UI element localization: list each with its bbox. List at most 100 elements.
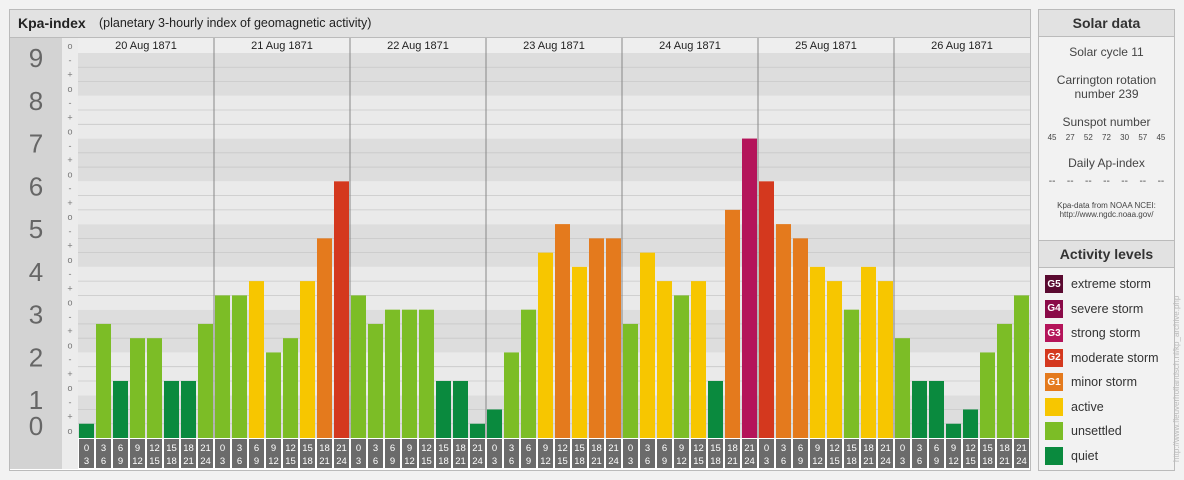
activity-level-label: strong storm xyxy=(1071,326,1141,341)
kp-bar xyxy=(436,380,451,438)
band-stripe xyxy=(78,53,1030,96)
y-subtick-label: o xyxy=(67,84,72,94)
kp-bar xyxy=(470,423,485,438)
kp-bar xyxy=(980,352,995,438)
interval-cell xyxy=(844,439,859,468)
interval-cell xyxy=(997,439,1012,468)
sunspot-value: 45 xyxy=(1047,133,1057,142)
interval-start: 18 xyxy=(183,443,194,454)
y-subtick-label: o xyxy=(67,169,72,179)
kp-bar xyxy=(300,281,315,438)
y-tick-label: 4 xyxy=(29,257,43,287)
interval-start: 12 xyxy=(965,443,976,454)
y-subtick-label: - xyxy=(69,397,72,407)
interval-start: 18 xyxy=(455,443,466,454)
interval-cell xyxy=(912,439,927,468)
interval-end: 21 xyxy=(999,456,1010,467)
interval-start: 18 xyxy=(863,443,874,454)
activity-level-swatch xyxy=(1045,422,1063,441)
interval-end: 6 xyxy=(509,456,514,467)
interval-cell xyxy=(198,439,213,468)
interval-cell xyxy=(708,439,723,468)
interval-start: 6 xyxy=(662,443,667,454)
ap-value: -- xyxy=(1048,176,1056,187)
kp-bar xyxy=(351,295,366,438)
interval-start: 3 xyxy=(645,443,650,454)
sunspot-values: 45 27 52 72 30 57 45 xyxy=(1039,133,1174,142)
interval-start: 3 xyxy=(237,443,242,454)
interval-end: 6 xyxy=(917,456,922,467)
interval-start: 9 xyxy=(543,443,548,454)
interval-cell xyxy=(402,439,417,468)
chart-title: Kpa-index xyxy=(18,15,86,31)
interval-end: 6 xyxy=(101,456,106,467)
solar-data-panel: Solar data Solar cycle 11 Carrington rot… xyxy=(1038,9,1175,241)
carrington-line1: Carrington rotation xyxy=(1056,73,1157,87)
chart-title-bar: Kpa-index (planetary 3-hourly index of g… xyxy=(10,10,1030,38)
interval-cell xyxy=(878,439,893,468)
interval-cell xyxy=(759,439,774,468)
kp-bar xyxy=(1014,295,1029,438)
activity-level-swatch: G5 xyxy=(1045,275,1063,294)
kp-bar xyxy=(453,380,468,438)
kp-bar xyxy=(912,380,927,438)
ap-values: -- -- -- -- -- -- -- xyxy=(1039,176,1174,187)
interval-start: 9 xyxy=(679,443,684,454)
interval-start: 0 xyxy=(492,443,497,454)
kp-bar xyxy=(164,380,179,438)
activity-level-item: G2 moderate storm xyxy=(1039,346,1174,371)
kp-bar xyxy=(521,309,536,438)
activity-level-list: G5 extreme storm G4 severe storm G3 strong st… xyxy=(1039,268,1174,468)
interval-start: 15 xyxy=(574,443,585,454)
interval-end: 3 xyxy=(220,456,225,467)
interval-cell xyxy=(436,439,451,468)
interval-end: 12 xyxy=(404,456,415,467)
interval-start: 0 xyxy=(900,443,905,454)
sunspot-title: Sunspot number xyxy=(1062,115,1151,129)
activity-level-swatch: G4 xyxy=(1045,299,1063,318)
interval-end: 6 xyxy=(373,456,378,467)
activity-level-label: extreme storm xyxy=(1071,277,1151,292)
interval-start: 21 xyxy=(608,443,619,454)
kp-bar xyxy=(317,238,332,438)
interval-cell xyxy=(368,439,383,468)
interval-end: 6 xyxy=(237,456,242,467)
interval-end: 18 xyxy=(846,456,857,467)
interval-end: 9 xyxy=(118,456,123,467)
kp-bar xyxy=(827,281,842,438)
kp-bar xyxy=(895,338,910,438)
interval-cell xyxy=(487,439,502,468)
kp-bar xyxy=(759,181,774,439)
y-subtick-label: + xyxy=(67,369,72,379)
day-label: 22 Aug 1871 xyxy=(387,40,449,52)
credit-url: http://www.fleuverhollandsch.nl/kp_archi… xyxy=(1172,295,1181,462)
interval-cell xyxy=(453,439,468,468)
interval-end: 15 xyxy=(693,456,704,467)
ap-title: Daily Ap-index xyxy=(1068,156,1145,170)
interval-end: 9 xyxy=(254,456,259,467)
y-tick-label: 8 xyxy=(29,86,43,116)
interval-end: 24 xyxy=(472,456,483,467)
kp-bar xyxy=(368,323,383,438)
sunspot-value: 30 xyxy=(1120,133,1130,142)
interval-end: 3 xyxy=(628,456,633,467)
activity-levels-title: Activity levels xyxy=(1039,241,1174,268)
interval-end: 21 xyxy=(455,456,466,467)
interval-start: 15 xyxy=(982,443,993,454)
y-subtick-label: o xyxy=(67,212,72,222)
kp-bar xyxy=(878,281,893,438)
y-subtick-label: - xyxy=(69,98,72,108)
ap-value: -- xyxy=(1066,176,1074,187)
interval-cell xyxy=(249,439,264,468)
interval-cell xyxy=(929,439,944,468)
kp-bar xyxy=(402,309,417,438)
activity-level-label: minor storm xyxy=(1071,375,1137,390)
kp-bar xyxy=(861,266,876,438)
y-subtick-label: + xyxy=(67,70,72,80)
interval-cell xyxy=(1014,439,1029,468)
interval-start: 3 xyxy=(373,443,378,454)
interval-start: 0 xyxy=(628,443,633,454)
kp-bar xyxy=(657,281,672,438)
interval-cell xyxy=(572,439,587,468)
interval-end: 24 xyxy=(200,456,211,467)
